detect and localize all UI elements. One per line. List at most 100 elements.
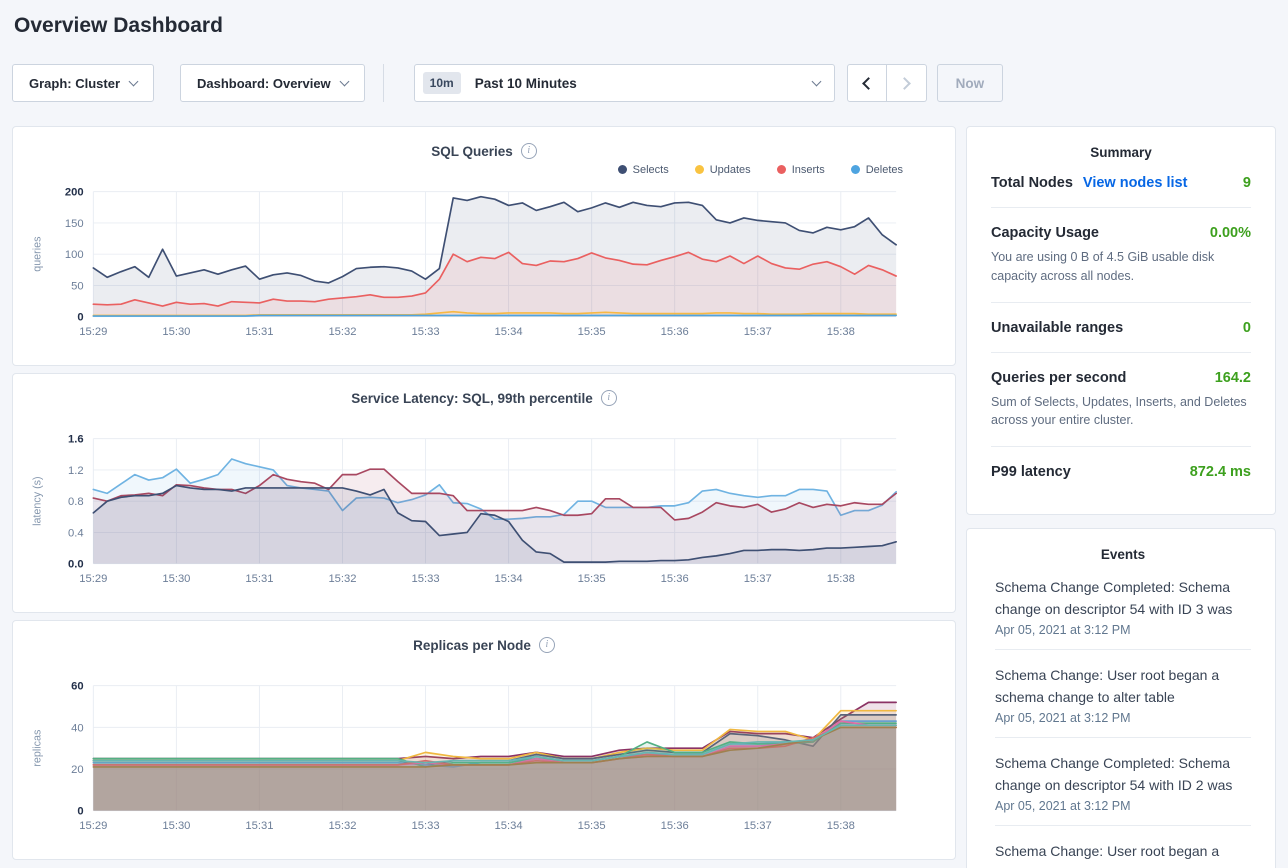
svg-text:20: 20	[71, 764, 83, 776]
time-range-selector[interactable]: 10m Past 10 Minutes	[413, 64, 835, 102]
svg-text:15:30: 15:30	[162, 573, 190, 585]
svg-text:15:37: 15:37	[744, 820, 772, 832]
chevron-down-icon	[811, 76, 822, 87]
summary-row-capacity: Capacity Usage 0.00% You are using 0 B o…	[991, 210, 1251, 300]
svg-text:200: 200	[65, 187, 84, 199]
replicas-per-node-chart[interactable]: 0 20 40 60 15:29 15:30 15:31 15:32 15:33 15:34 15:…	[23, 672, 945, 838]
legend-item[interactable]: Selects	[617, 163, 669, 176]
event-text: Schema Change Completed: Schema change o…	[995, 755, 1233, 793]
svg-text:15:31: 15:31	[245, 573, 273, 585]
svg-text:15:32: 15:32	[328, 326, 356, 338]
svg-text:latency (s): latency (s)	[32, 476, 44, 526]
chevron-left-icon	[861, 76, 875, 90]
chart-legend	[23, 408, 945, 425]
svg-text:15:38: 15:38	[827, 326, 855, 338]
prev-window-button[interactable]	[846, 64, 887, 102]
svg-text:15:33: 15:33	[411, 820, 439, 832]
svg-text:replicas: replicas	[32, 730, 44, 767]
event-item[interactable]: Schema Change: User root began a schema …	[995, 650, 1251, 737]
nodes-list-link[interactable]: View nodes list	[1082, 175, 1188, 191]
toolbar: Graph: Cluster Dashboard: Overview 10m P…	[12, 64, 1276, 102]
row-label: P99 latency	[991, 464, 1071, 480]
svg-text:0: 0	[77, 806, 83, 818]
row-value: 9	[1242, 175, 1251, 191]
row-description: You are using 0 B of 4.5 GiB usable disk…	[991, 250, 1215, 283]
chart-legend	[23, 655, 945, 672]
events-title: Events	[1100, 547, 1146, 562]
svg-text:15:31: 15:31	[245, 326, 273, 338]
row-value: 0	[1242, 319, 1251, 336]
now-button[interactable]: Now	[936, 64, 1004, 102]
row-label: Unavailable ranges	[991, 319, 1124, 336]
info-icon[interactable]: i	[600, 390, 617, 406]
svg-text:15:30: 15:30	[162, 820, 190, 832]
chevron-right-icon	[898, 76, 912, 90]
page-title: Overview Dashboard	[14, 14, 223, 37]
row-value: 164.2	[1214, 369, 1251, 386]
svg-text:15:34: 15:34	[495, 326, 523, 338]
graph-dropdown-label: Graph: Cluster	[29, 75, 121, 91]
divider	[991, 446, 1251, 447]
next-window-button[interactable]	[886, 64, 927, 102]
row-label: Capacity Usage	[991, 225, 1099, 241]
legend-item[interactable]: Updates	[694, 164, 751, 176]
svg-text:1.6: 1.6	[68, 434, 84, 446]
svg-text:15:35: 15:35	[578, 573, 606, 585]
event-item[interactable]: Schema Change Completed: Schema change o…	[995, 562, 1251, 649]
event-text: Schema Change: User root began a schema …	[995, 843, 1220, 868]
time-window-arrows	[846, 64, 927, 102]
chart-title: SQL Queries	[431, 143, 513, 159]
legend-dot-icon	[617, 165, 627, 174]
svg-text:40: 40	[71, 722, 83, 734]
divider	[995, 825, 1251, 826]
sql-queries-chart[interactable]: 0 50 100 150 200 15:29 15:30 15:31 15:32 15:33 15:…	[23, 178, 945, 344]
svg-text:150: 150	[65, 218, 84, 230]
svg-text:15:33: 15:33	[411, 573, 439, 585]
events-panel: Events Schema Change Completed: Schema c…	[966, 528, 1276, 868]
dashboard-dropdown[interactable]: Dashboard: Overview	[180, 64, 365, 102]
sql-queries-panel: SQL Queries i Selects Updates Inserts Delet…	[12, 126, 956, 366]
legend-dot-icon	[850, 165, 860, 174]
svg-text:15:38: 15:38	[827, 573, 855, 585]
svg-text:15:36: 15:36	[661, 326, 689, 338]
legend-dot-icon	[776, 165, 786, 174]
svg-text:15:34: 15:34	[495, 573, 523, 585]
legend-item[interactable]: Deletes	[850, 164, 903, 176]
main-content: SQL Queries i Selects Updates Inserts Delet…	[12, 126, 1276, 868]
replicas-per-node-panel: Replicas per Node i 0 20 40 60 15:29 15:30 15:…	[12, 620, 956, 860]
event-item[interactable]: Schema Change Completed: Schema change o…	[995, 738, 1251, 825]
svg-text:15:29: 15:29	[79, 820, 107, 832]
svg-text:15:33: 15:33	[411, 326, 439, 338]
svg-text:15:38: 15:38	[827, 820, 855, 832]
legend-item[interactable]: Inserts	[776, 163, 825, 176]
service-latency-panel: Service Latency: SQL, 99th percentile i …	[12, 373, 956, 613]
event-text: Schema Change: User root began a schema …	[995, 667, 1220, 705]
chevron-down-icon	[339, 76, 350, 87]
row-label: Total Nodes	[991, 175, 1073, 191]
legend-label: Inserts	[791, 163, 825, 176]
event-item[interactable]: Schema Change: User root began a schema …	[995, 826, 1251, 868]
svg-text:15:32: 15:32	[328, 820, 356, 832]
svg-text:15:37: 15:37	[744, 326, 772, 338]
svg-text:15:35: 15:35	[578, 820, 606, 832]
interval-badge: 10m	[422, 72, 461, 94]
divider	[991, 207, 1251, 208]
summary-row-total-nodes: Total Nodes View nodes list 9	[991, 160, 1251, 205]
svg-text:0.0: 0.0	[68, 559, 84, 571]
graph-dropdown[interactable]: Graph: Cluster	[12, 64, 155, 102]
info-icon[interactable]: i	[538, 637, 555, 653]
svg-text:15:36: 15:36	[661, 573, 689, 585]
row-label: Queries per second	[991, 369, 1127, 386]
chevron-down-icon	[128, 76, 139, 87]
svg-text:15:34: 15:34	[495, 820, 523, 832]
event-text: Schema Change Completed: Schema change o…	[995, 579, 1233, 617]
svg-text:0.8: 0.8	[68, 496, 84, 508]
chart-legend: Selects Updates Inserts Deletes	[23, 161, 945, 178]
svg-text:15:32: 15:32	[328, 573, 356, 585]
service-latency-chart[interactable]: 0.0 0.4 0.8 1.2 1.6 15:29 15:30 15:31 15:32 15:33…	[23, 425, 945, 591]
event-time: Apr 05, 2021 at 3:12 PM	[995, 711, 1131, 725]
summary-panel: Summary Total Nodes View nodes list 9 Ca…	[966, 126, 1276, 515]
legend-label: Selects	[632, 163, 669, 176]
info-icon[interactable]: i	[520, 143, 537, 159]
toolbar-divider	[382, 64, 384, 102]
